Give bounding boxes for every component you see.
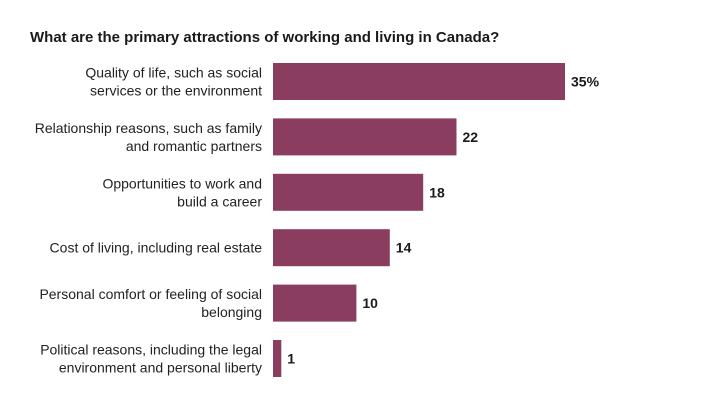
bar [273, 118, 457, 156]
value-labels-group: 35% 22 18 14 10 1 [287, 74, 599, 367]
chart-title: What are the primary attractions of work… [30, 29, 500, 46]
category-label: Cost of living, including real estate [50, 240, 263, 256]
data-label: 14 [396, 240, 412, 256]
category-label: belonging [201, 304, 262, 320]
bars-group [273, 63, 565, 377]
data-label: 10 [362, 295, 378, 311]
category-label: Quality of life, such as social [85, 65, 262, 81]
category-label: environment and personal liberty [59, 360, 262, 376]
data-label: 22 [463, 129, 479, 145]
bar [273, 340, 282, 377]
category-label: Opportunities to work and [102, 175, 262, 191]
bar [273, 173, 424, 211]
category-label: and romantic partners [126, 138, 262, 154]
data-label: 35% [571, 74, 600, 90]
category-label: build a career [177, 193, 262, 209]
bar [273, 284, 357, 322]
category-label: Personal comfort or feeling of social [39, 286, 262, 302]
bar [273, 229, 390, 267]
category-label: Political reasons, including the legal [40, 342, 262, 358]
bar [273, 63, 565, 100]
data-label: 1 [287, 351, 295, 367]
category-labels-group: Quality of life, such as social services … [35, 65, 263, 376]
data-label: 18 [429, 184, 445, 200]
category-label: Relationship reasons, such as family [35, 120, 262, 136]
category-label: services or the environment [90, 83, 262, 99]
